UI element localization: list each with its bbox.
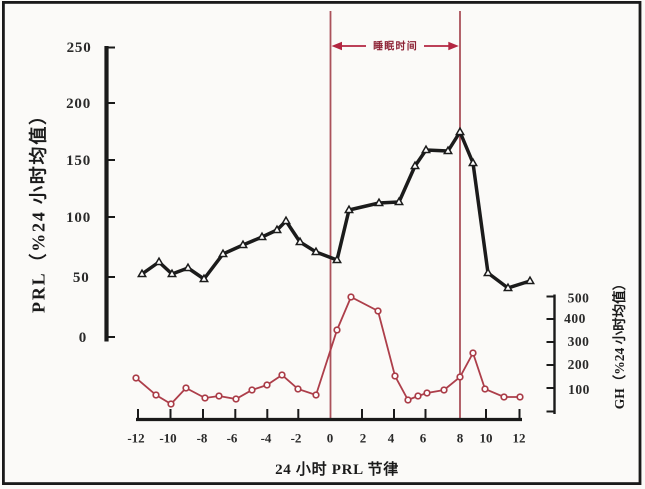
- svg-text:-12: -12: [127, 431, 144, 446]
- svg-text:300: 300: [568, 334, 590, 349]
- svg-text:-8: -8: [197, 431, 208, 446]
- svg-text:-2: -2: [291, 431, 302, 446]
- svg-text:0: 0: [327, 431, 334, 446]
- svg-text:睡眠时间: 睡眠时间: [373, 40, 418, 53]
- svg-text:4: 4: [388, 431, 395, 446]
- svg-text:150: 150: [66, 153, 91, 169]
- svg-text:2: 2: [360, 431, 367, 446]
- svg-text:200: 200: [66, 96, 91, 112]
- svg-text:GH（%24 小时均值）: GH（%24 小时均值）: [611, 277, 627, 409]
- svg-text:6: 6: [420, 431, 427, 446]
- svg-text:10: 10: [480, 431, 493, 446]
- svg-text:250: 250: [67, 40, 92, 56]
- svg-text:-4: -4: [261, 431, 272, 446]
- svg-text:8: 8: [457, 431, 464, 446]
- svg-text:0: 0: [79, 330, 87, 346]
- svg-text:-6: -6: [227, 431, 238, 446]
- svg-text:PRL（%24 小时均值）: PRL（%24 小时均值）: [28, 105, 49, 313]
- svg-text:12: 12: [513, 431, 526, 446]
- svg-text:24 小时 PRL 节律: 24 小时 PRL 节律: [275, 460, 399, 478]
- svg-text:400: 400: [564, 311, 586, 326]
- svg-text:200: 200: [568, 357, 590, 372]
- svg-text:-10: -10: [159, 431, 176, 446]
- svg-text:500: 500: [568, 291, 590, 306]
- svg-text:100: 100: [66, 210, 91, 226]
- svg-text:50: 50: [73, 270, 90, 286]
- svg-text:100: 100: [568, 382, 590, 397]
